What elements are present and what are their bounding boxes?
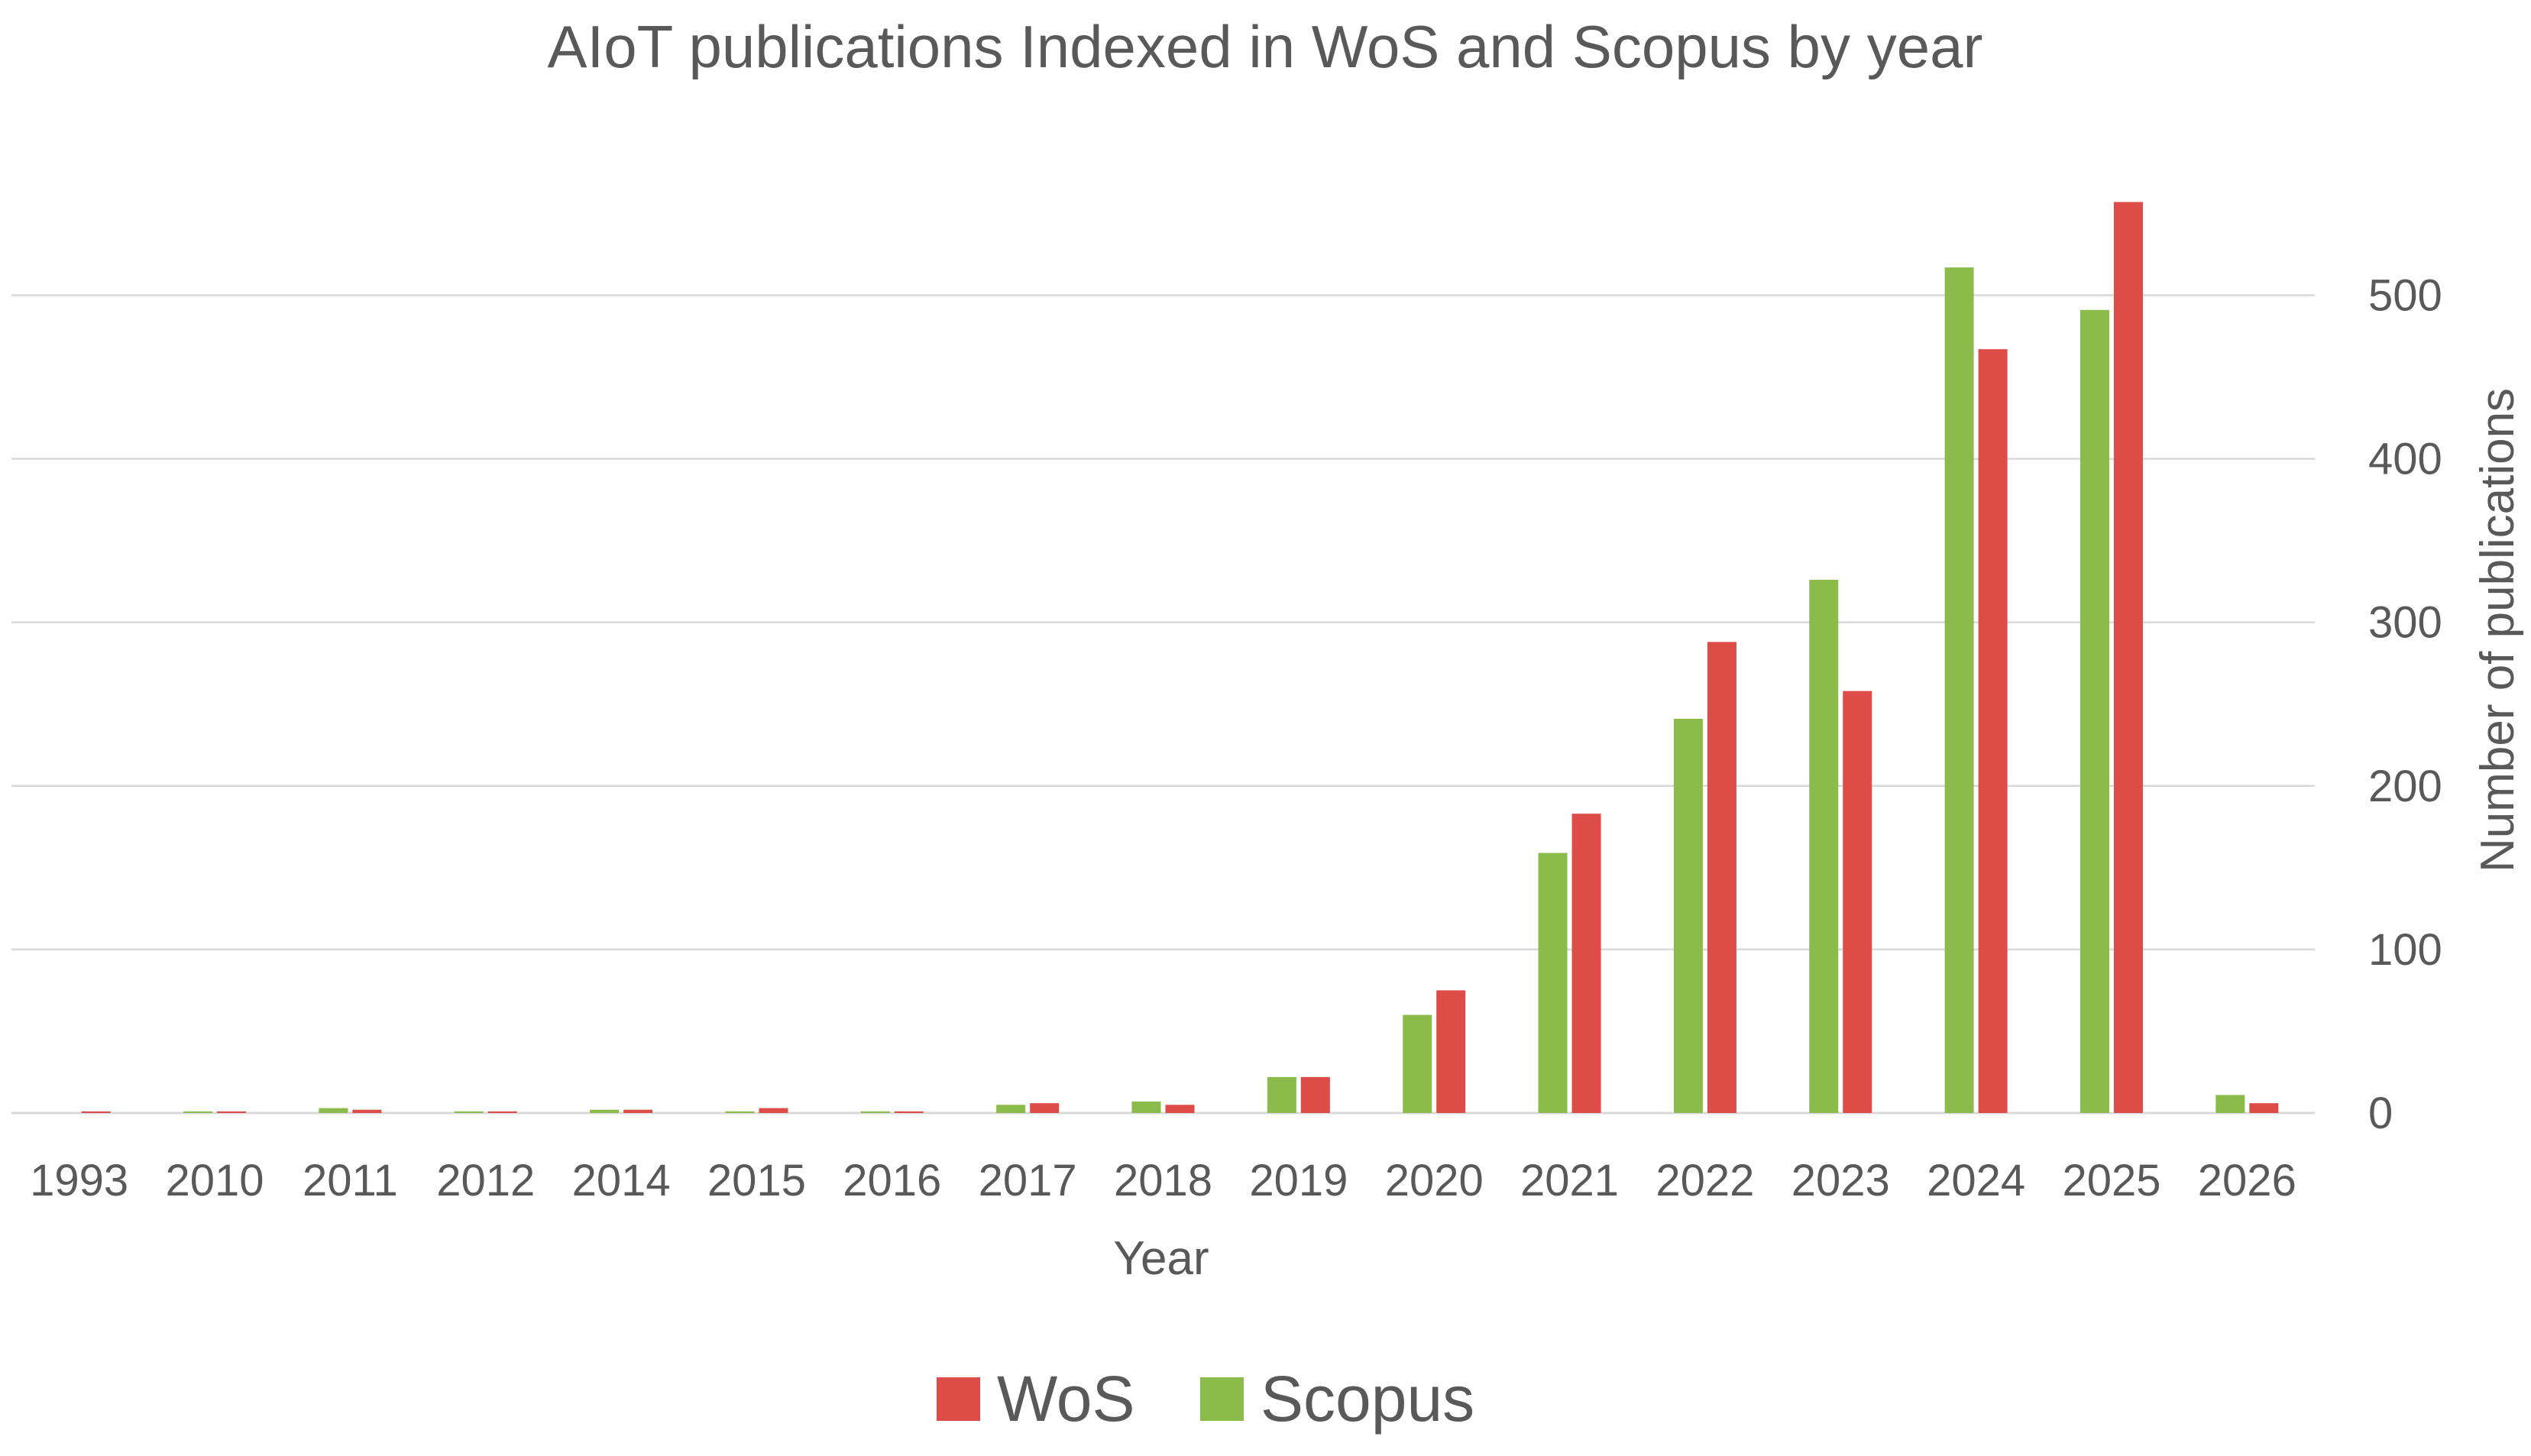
bar-scopus-2020 (1403, 1014, 1432, 1113)
x-tick-label: 2022 (1656, 1156, 1754, 1205)
bar-scopus-2017 (996, 1105, 1026, 1113)
bar-scopus-2021 (1538, 853, 1568, 1113)
bar-wos-2014 (623, 1109, 653, 1113)
bar-wos-2011 (352, 1109, 382, 1113)
bar-wos-2026 (2249, 1103, 2279, 1113)
legend-label-wos: WoS (997, 1363, 1135, 1435)
bar-wos-2016 (894, 1111, 924, 1113)
bar-wos-2019 (1300, 1076, 1330, 1113)
bar-wos-2025 (2113, 202, 2143, 1113)
bars (81, 202, 2279, 1114)
x-tick-label: 2024 (1927, 1156, 2025, 1205)
legend-swatch-wos (937, 1377, 980, 1421)
x-tick-label: 2020 (1385, 1156, 1484, 1205)
x-tick-label: 2016 (843, 1156, 941, 1205)
chart-title: AIoT publications Indexed in WoS and Sco… (548, 13, 1983, 80)
bar-wos-2012 (487, 1111, 517, 1113)
bar-wos-2024 (1978, 349, 2008, 1113)
x-tick-label: 2015 (707, 1156, 806, 1205)
bar-scopus-2012 (454, 1111, 484, 1113)
bar-wos-2021 (1571, 814, 1601, 1113)
y-tick-label: 200 (2368, 762, 2442, 811)
x-tick-label: 2014 (572, 1156, 671, 1205)
y-tick-label: 400 (2368, 435, 2442, 484)
bar-scopus-2011 (319, 1108, 348, 1113)
y-axis-ticks: 0 100 200 300 400 500 (2368, 270, 2442, 1138)
x-tick-label: 2021 (1520, 1156, 1619, 1205)
x-axis-ticks: 1993 2010 2011 2012 2014 2015 2016 2017 2018 2019… (30, 1156, 2296, 1205)
bar-scopus-2014 (590, 1109, 620, 1113)
bar-scopus-2019 (1267, 1076, 1296, 1113)
y-tick-label: 0 (2368, 1089, 2393, 1138)
x-tick-label: 2012 (436, 1156, 535, 1205)
x-tick-label: 2010 (166, 1156, 264, 1205)
x-tick-label: 2025 (2062, 1156, 2160, 1205)
bar-wos-2020 (1436, 990, 1466, 1113)
x-tick-label: 2019 (1249, 1156, 1348, 1205)
bar-scopus-2024 (1944, 267, 1974, 1114)
bar-wos-2018 (1165, 1105, 1195, 1113)
bar-scopus-2015 (725, 1111, 755, 1113)
bar-wos-2022 (1707, 642, 1736, 1113)
grid (11, 294, 2315, 1115)
bar-scopus-2022 (1673, 719, 1703, 1113)
x-tick-label: 1993 (30, 1156, 128, 1205)
x-tick-label: 2023 (1791, 1156, 1890, 1205)
bar-scopus-2026 (2215, 1095, 2245, 1113)
bar-scopus-2016 (860, 1111, 890, 1113)
x-tick-label: 2018 (1114, 1156, 1212, 1205)
legend: WoS Scopus (937, 1363, 1474, 1435)
bar-wos-2010 (217, 1111, 247, 1113)
x-tick-label: 2011 (303, 1156, 398, 1205)
bar-wos-2023 (1843, 691, 1872, 1113)
y-tick-label: 500 (2368, 270, 2442, 320)
bar-wos-2017 (1030, 1103, 1060, 1113)
bar-scopus-2025 (2079, 309, 2109, 1114)
legend-swatch-scopus (1200, 1377, 1244, 1421)
y-axis-title: Number of publications (2471, 388, 2524, 872)
bar-scopus-2018 (1131, 1102, 1161, 1113)
bar-wos-1993 (81, 1111, 111, 1113)
y-tick-label: 100 (2368, 925, 2442, 975)
y-tick-label: 300 (2368, 598, 2442, 648)
x-tick-label: 2017 (979, 1156, 1077, 1205)
bar-scopus-2010 (183, 1111, 213, 1113)
bar-scopus-2023 (1809, 580, 1839, 1113)
x-tick-label: 2026 (2198, 1156, 2296, 1205)
x-axis-title: Year (1113, 1232, 1209, 1285)
legend-label-scopus: Scopus (1261, 1363, 1474, 1435)
bar-wos-2015 (759, 1108, 788, 1113)
